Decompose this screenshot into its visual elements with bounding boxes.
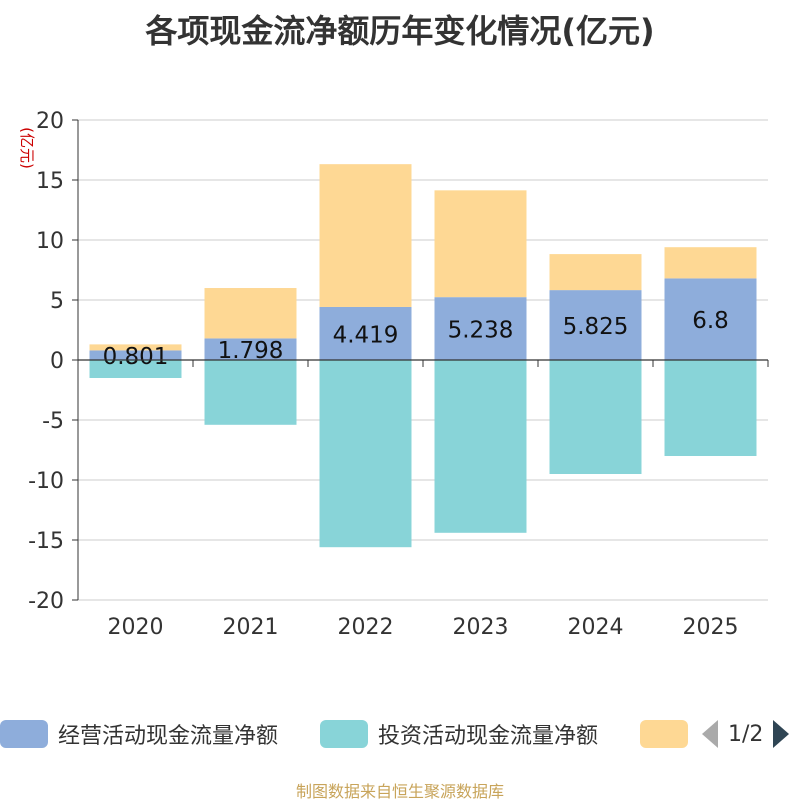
- y-tick-label: 5: [50, 289, 64, 314]
- bar-series1-2024: [549, 290, 642, 360]
- bar-series3-2021: [204, 288, 297, 339]
- legend-swatch-operating: [0, 720, 48, 748]
- bar-series3-2022: [319, 164, 412, 307]
- legend-pager: 1/2: [702, 716, 790, 752]
- x-tick-label-2020: 2020: [108, 615, 164, 640]
- bar-series3-2024: [549, 254, 642, 291]
- x-tick-label-2021: 2021: [223, 615, 279, 640]
- bar-series2-2020: [89, 360, 182, 378]
- data-label-2023: 5.238: [448, 318, 514, 344]
- bar-series2-2022: [319, 360, 412, 548]
- data-source-footer: 制图数据来自恒生聚源数据库: [295, 782, 504, 801]
- y-axis-unit-label: (亿元): [18, 127, 36, 169]
- legend-next-icon[interactable]: [773, 720, 790, 748]
- legend-page-indicator: 1/2: [728, 721, 764, 747]
- bar-series1-2020: [89, 350, 182, 360]
- legend-item-operating[interactable]: 经营活动现金流量净额: [0, 716, 278, 752]
- legend-swatch-financing: [640, 720, 688, 748]
- legend-prev-icon[interactable]: [702, 720, 718, 748]
- legend-item-investing[interactable]: 投资活动现金流量净额: [320, 716, 598, 752]
- x-tick-label-2022: 2022: [338, 615, 394, 640]
- data-label-2024: 5.825: [563, 314, 629, 340]
- legend-item-financing[interactable]: [640, 716, 698, 752]
- y-tick-label: -20: [28, 589, 64, 614]
- bar-series3-2025: [664, 247, 757, 279]
- data-label-2025: 6.8: [692, 308, 729, 334]
- legend-label-operating: 经营活动现金流量净额: [58, 724, 279, 749]
- y-tick-label: -5: [42, 409, 64, 434]
- y-tick-label: 10: [36, 229, 64, 254]
- y-tick-label: -15: [28, 529, 64, 554]
- bar-series2-2021: [204, 360, 297, 425]
- bar-series2-2023: [434, 360, 527, 533]
- bar-series1-2022: [319, 306, 412, 360]
- x-tick-label-2024: 2024: [568, 615, 624, 640]
- bar-series1-2023: [434, 297, 527, 360]
- chart-title: 各项现金流净额历年变化情况(亿元): [145, 12, 655, 50]
- legend: 经营活动现金流量净额 投资活动现金流量净额 1/2: [0, 716, 800, 752]
- legend-swatch-investing: [320, 720, 368, 748]
- data-label-2020: 0.801: [103, 344, 169, 370]
- bar-series1-2021: [204, 338, 297, 360]
- y-tick-label: 20: [36, 109, 64, 134]
- bar-series2-2024: [549, 360, 642, 474]
- x-tick-label-2025: 2025: [683, 615, 739, 640]
- y-tick-label: -10: [28, 469, 64, 494]
- y-tick-label: 0: [50, 349, 64, 374]
- legend-label-investing: 投资活动现金流量净额: [378, 724, 599, 749]
- bar-series3-2023: [434, 190, 527, 298]
- x-tick-label-2023: 2023: [453, 615, 509, 640]
- bar-series2-2025: [664, 360, 757, 456]
- bar-series3-2020: [89, 344, 182, 351]
- data-label-2022: 4.419: [333, 322, 399, 348]
- y-tick-label: 15: [36, 169, 64, 194]
- bar-series1-2025: [664, 278, 757, 360]
